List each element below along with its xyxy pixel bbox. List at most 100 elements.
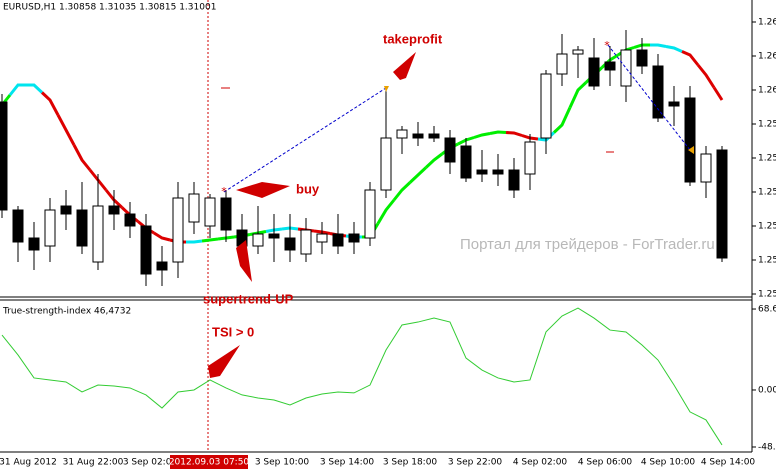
supertrend-segment [552,106,572,134]
candle-body [140,225,152,275]
candle-body [492,169,504,175]
candle-body [204,197,216,227]
y-tick-label: -48.3475 [758,442,776,452]
candle-body [284,237,296,251]
y-tick-label: 1.26240 [758,18,776,28]
x-tick-label: 31 Aug 2012 [0,458,57,468]
x-tick-label: 3 Sep 02:00 [123,458,178,468]
supertrend-segment [201,237,219,243]
annotation: TSI > 0 [212,324,254,339]
candle-body [508,169,520,191]
supertrend-segment [681,50,700,66]
y-tick-label: 1.25900 [758,154,776,164]
annotation: buy [296,181,320,196]
x-tick-label: 3 Sep 22:00 [448,458,503,468]
candle-body [316,233,328,243]
supertrend-segment [8,83,26,96]
supertrend-segment [153,231,171,242]
candle-body [300,229,312,255]
x-tick-label: 4 Sep 02:00 [513,458,568,468]
svg-text:*: * [604,39,610,52]
supertrend-segment [489,130,507,135]
supertrend-segment [505,131,523,137]
supertrend-segment [26,83,44,94]
candle-body [716,149,728,259]
supertrend-segment [696,64,716,89]
supertrend-segment [712,86,724,101]
supertrend-segment [376,199,396,225]
candle-body [572,49,584,55]
candle-body [652,65,664,119]
x-tick-label: 4 Sep 10:00 [641,458,696,468]
candle-body [684,97,696,183]
candle-body [60,205,72,215]
candle-body [348,233,360,243]
candle-body [668,101,680,107]
candle-body [364,189,376,239]
y-tick-label: 1.25985 [758,120,776,130]
candle-body [188,193,200,223]
supertrend-segment [56,114,76,146]
candle-body [268,233,280,239]
candle-body [12,209,24,243]
candle-body [524,141,536,175]
candle-body [428,133,440,139]
tsi-line [1,307,723,446]
candle-body [556,53,568,75]
watermark: Портал для трейдеров - ForTrader.ru [460,236,715,253]
cursor-time: 2012.09.03 07:50 [169,458,250,468]
cursor-box [170,455,248,469]
x-tick-label: 3 Sep 10:00 [255,458,310,468]
x-tick-label: 31 Aug 22:00 [63,458,124,468]
y-tick-label: 1.25815 [758,188,776,198]
supertrend-segment [665,45,683,53]
candle-body [460,145,472,179]
candle-body [76,209,88,247]
y-tick-label: 68.6486 [758,305,776,315]
supertrend-segment [408,166,428,184]
x-tick-label: 4 Sep 14:00 [701,458,756,468]
candle-body [156,261,168,271]
candle-body [396,129,408,139]
supertrend-segment [392,181,412,201]
candle-body [28,237,40,251]
candle-body [332,233,344,247]
supertrend-segment [40,91,60,116]
svg-text:*: * [221,185,227,198]
annotation: supertrend-UP [203,291,294,306]
y-tick-label: 1.26155 [758,52,776,62]
candle-body [636,49,648,67]
supertrend-segment [72,144,92,171]
candle-body [540,73,552,139]
candle-body [604,61,616,71]
candle-body [252,233,264,247]
supertrend-segment [568,81,588,109]
candle-body [92,205,104,263]
x-tick-label: 4 Sep 06:00 [578,458,633,468]
annotation: takeprofit [383,31,443,46]
supertrend-segment [473,132,491,139]
candle-body [620,49,632,87]
candle-body [220,197,232,231]
chart-title: EURUSD,H1 1.30858 1.31035 1.30815 1.3100… [3,3,216,13]
y-tick-label: 0.00 [758,385,776,395]
x-tick-label: 3 Sep 18:00 [383,458,438,468]
indicator-title: True-strength-index 46,4732 [2,307,131,317]
candle-body [44,209,56,247]
candle-body [0,101,8,211]
supertrend-segment [424,152,443,169]
candle-body [700,153,712,183]
y-tick-label: 1.25730 [758,222,776,232]
trade-lines: * * [208,39,694,378]
x-tick-label: 3 Sep 14:00 [320,458,375,468]
candle-body [588,57,600,87]
candle-body [412,133,424,139]
candle-body [124,213,136,227]
supertrend-segment [186,239,203,244]
candle-body [444,137,456,163]
candle-body [108,205,120,215]
candle-body [380,137,392,191]
candle-body [172,197,184,263]
